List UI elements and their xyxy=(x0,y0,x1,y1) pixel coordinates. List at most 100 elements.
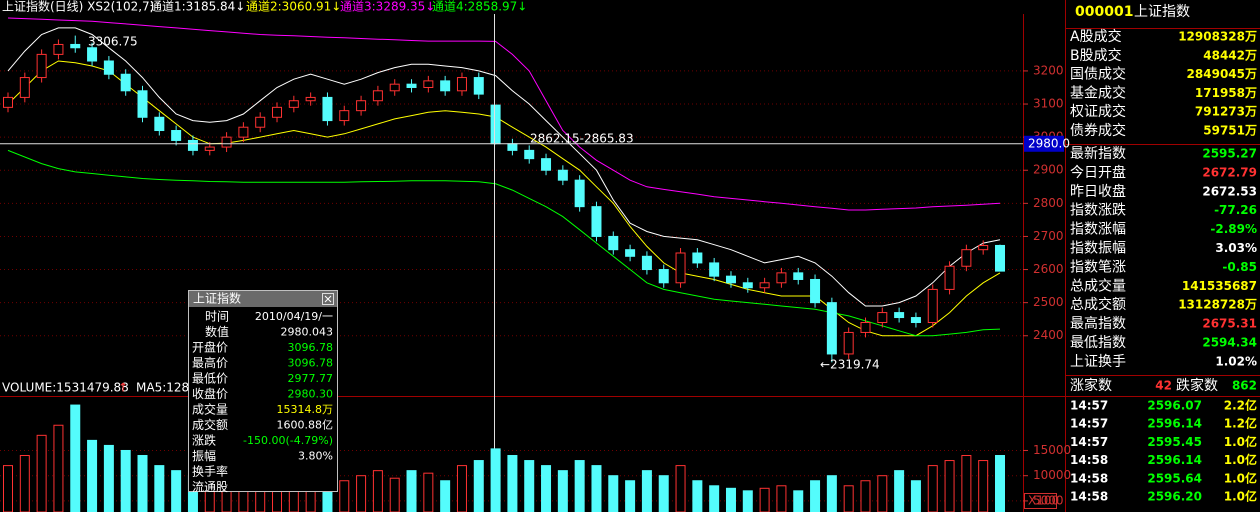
candle-body xyxy=(456,77,467,92)
tooltip-value: 1600.88亿 xyxy=(277,419,334,432)
panel-label: 基金成交 xyxy=(1070,84,1126,101)
y-tick-label: 3100 xyxy=(1033,97,1064,111)
volume-ma: MA5:1282 xyxy=(136,381,197,395)
candle-body xyxy=(995,244,1005,272)
tooltip-label: 换手率 xyxy=(192,464,228,479)
panel-value: 791273万 xyxy=(1195,105,1257,119)
tooltip-titlebar xyxy=(189,291,337,307)
candle-body xyxy=(356,100,367,112)
volume-bar xyxy=(574,460,585,512)
candle-body xyxy=(574,179,585,208)
candle-body xyxy=(389,83,400,92)
volume-bar xyxy=(3,465,13,512)
candle-body xyxy=(36,53,47,79)
tooltip-value: 3.80% xyxy=(298,450,333,463)
panel-value: 2594.34 xyxy=(1202,336,1257,350)
panel-value: 13128728万 xyxy=(1178,298,1257,312)
tooltip-box xyxy=(188,290,338,492)
candle-body xyxy=(625,249,636,257)
channel-line xyxy=(7,27,1001,307)
candle-body xyxy=(894,312,905,319)
candle-body xyxy=(692,252,703,264)
volume-bar xyxy=(725,487,736,512)
volume-bar xyxy=(440,480,451,512)
tooltip-label: 流通股 xyxy=(192,480,228,494)
volume-bar xyxy=(608,475,619,512)
tick-time: 14:57 xyxy=(1070,417,1108,431)
candle-body xyxy=(322,96,333,122)
y-tick-label: 3200 xyxy=(1033,63,1064,77)
candle-body xyxy=(709,262,720,277)
panel-label: 指数涨跌 xyxy=(1070,203,1126,219)
volume-bar xyxy=(658,475,669,512)
volume-bar xyxy=(171,470,182,512)
volume-bar xyxy=(776,485,787,512)
tooltip-value: 2010/04/19/一 xyxy=(255,310,333,323)
tick-amount: 1.0亿 xyxy=(1224,470,1257,485)
candle-body xyxy=(423,80,434,88)
y-tick-label: 15000 xyxy=(1033,443,1071,457)
volume-bar xyxy=(843,485,854,512)
tooltip-label: 最高价 xyxy=(192,355,228,370)
candle-body xyxy=(641,255,652,271)
volume-bar xyxy=(406,470,417,512)
candle-body xyxy=(877,312,888,324)
panel-label: 指数振幅 xyxy=(1070,241,1126,257)
volume-bar xyxy=(356,475,367,512)
tick-price: 2596.07 xyxy=(1147,399,1202,413)
tick-time: 14:58 xyxy=(1070,490,1108,504)
tick-time: 14:58 xyxy=(1070,471,1108,485)
volume-bar xyxy=(810,480,821,512)
candle-body xyxy=(305,96,316,102)
candle-body xyxy=(978,245,989,251)
tick-time: 14:57 xyxy=(1070,399,1108,413)
stock-code: 000001 xyxy=(1075,4,1133,20)
chart-title: 上证指数(日线) XS2(102,7) xyxy=(2,0,154,14)
candle-body xyxy=(53,43,64,55)
volume-bar xyxy=(910,480,921,512)
candle-body xyxy=(120,73,131,92)
volume-bar xyxy=(473,460,484,512)
tooltip-value: 15314.8万 xyxy=(277,403,334,416)
annotation: 2862.15-2865.83 xyxy=(530,132,634,146)
volume-bar xyxy=(137,455,148,512)
candle-body xyxy=(103,60,114,75)
channel-label: 通道4:2858.97↓ xyxy=(432,0,527,14)
volume-bar xyxy=(372,470,383,512)
volume-bar xyxy=(87,439,98,512)
volume-bar xyxy=(692,480,703,512)
candle-body xyxy=(860,322,871,333)
tick-price: 2596.14 xyxy=(1147,417,1202,431)
channel-label: 通道2:3060.91↓ xyxy=(246,0,341,14)
candle-body xyxy=(826,302,837,355)
candle-body xyxy=(221,136,232,148)
tick-price: 2596.14 xyxy=(1147,453,1202,467)
volume-bar xyxy=(759,487,770,512)
tooltip-label: 最低价 xyxy=(192,372,228,386)
candle-body xyxy=(910,317,921,324)
tick-time: 14:57 xyxy=(1070,435,1108,449)
candle-body xyxy=(187,139,198,151)
volume-arrow: ↑ xyxy=(118,381,128,395)
candle-body xyxy=(3,96,13,108)
volume-bar xyxy=(120,449,131,512)
panel-value: 59751万 xyxy=(1203,124,1257,138)
stock-name: 上证指数 xyxy=(1134,4,1190,20)
candle-body xyxy=(339,110,350,122)
candle-body xyxy=(725,275,736,284)
candle-body xyxy=(557,169,568,181)
panel-value: 48442万 xyxy=(1203,48,1257,62)
close-icon xyxy=(324,295,332,303)
tick-price: 2595.64 xyxy=(1147,471,1202,485)
volume-bar xyxy=(456,465,467,512)
candle-body xyxy=(541,158,552,171)
volume-bar xyxy=(154,465,165,512)
volume-bar xyxy=(103,444,114,512)
volume-bar xyxy=(978,460,989,512)
volume-bar xyxy=(524,460,535,512)
volume-bar xyxy=(927,465,938,512)
panel-label: 总成交额 xyxy=(1070,296,1126,313)
candle-body xyxy=(658,269,669,284)
tick-price: 2595.45 xyxy=(1147,435,1202,449)
y-tick-label: 2900 xyxy=(1033,163,1064,177)
